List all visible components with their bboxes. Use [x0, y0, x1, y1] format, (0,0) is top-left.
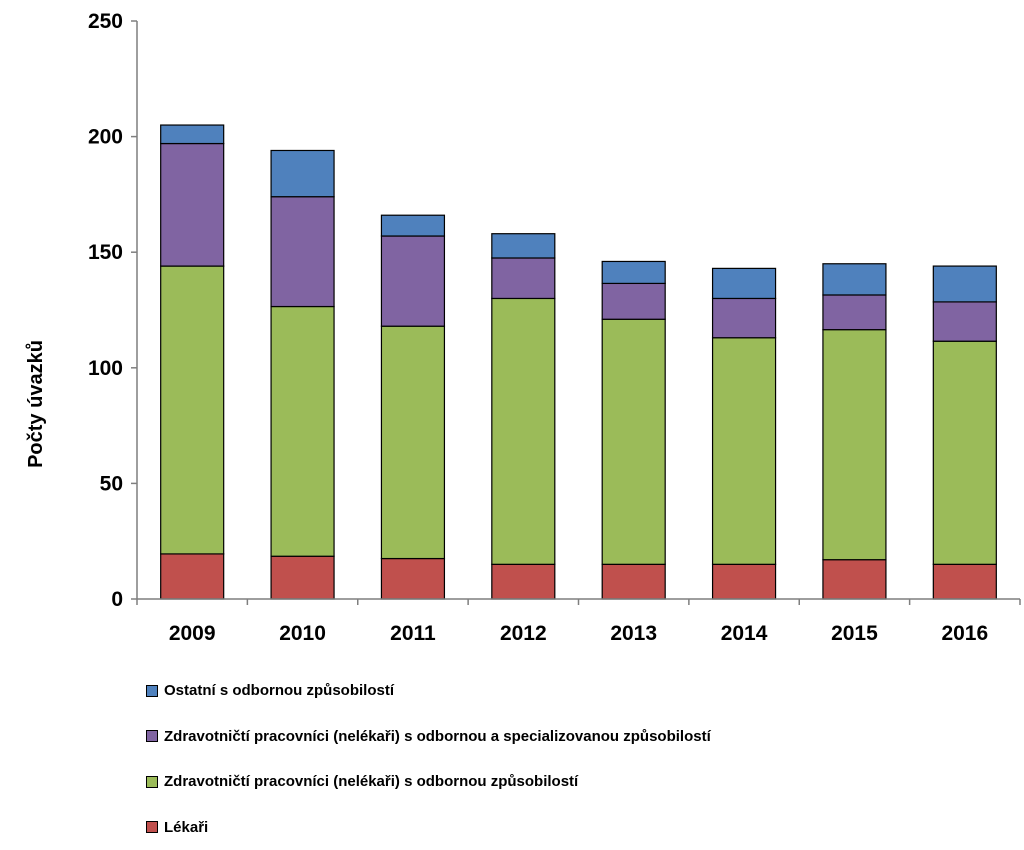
bar-segment-2009-series-2 [161, 144, 224, 267]
bar-segment-2016-series-1 [933, 341, 996, 564]
bar-segment-2015-series-1 [823, 330, 886, 560]
bar-segment-2012-series-0 [492, 564, 555, 599]
bar-segment-2015-series-3 [823, 264, 886, 295]
legend-swatch [146, 821, 158, 833]
bar-segment-2016-series-2 [933, 302, 996, 341]
x-tick-label: 2015 [831, 622, 878, 645]
bar-segment-2013-series-3 [602, 261, 665, 283]
legend-label: Zdravotničtí pracovníci (nelékaři) s odb… [164, 773, 578, 790]
y-tick-label: 250 [88, 10, 123, 33]
x-tick-label: 2013 [610, 622, 657, 645]
y-tick-label: 200 [88, 126, 123, 149]
x-tick-label: 2011 [390, 622, 436, 645]
legend-item: Zdravotničtí pracovníci (nelékaři) s odb… [146, 759, 711, 805]
legend-item: Lékaři [146, 805, 711, 850]
bar-segment-2014-series-1 [713, 338, 776, 565]
bar-segment-2010-series-0 [271, 556, 334, 599]
legend-label: Zdravotničtí pracovníci (nelékaři) s odb… [164, 728, 711, 745]
bar-segment-2016-series-3 [933, 266, 996, 302]
bars-group [161, 125, 997, 599]
legend-label: Ostatní s odbornou způsobilostí [164, 682, 394, 699]
bar-segment-2011-series-0 [381, 559, 444, 599]
bar-segment-2010-series-3 [271, 150, 334, 196]
bar-segment-2009-series-0 [161, 554, 224, 599]
bar-segment-2009-series-3 [161, 125, 224, 143]
legend-swatch [146, 776, 158, 788]
bar-segment-2012-series-3 [492, 234, 555, 258]
legend-item: Ostatní s odbornou způsobilostí [146, 668, 711, 714]
y-tick-label: 0 [111, 588, 123, 611]
bar-segment-2013-series-0 [602, 564, 665, 599]
bar-segment-2015-series-0 [823, 560, 886, 599]
y-tick-label: 100 [88, 357, 123, 380]
bar-segment-2010-series-1 [271, 307, 334, 557]
x-tick-label: 2009 [169, 622, 216, 645]
bar-segment-2016-series-0 [933, 564, 996, 599]
bar-segment-2013-series-2 [602, 283, 665, 319]
bar-segment-2013-series-1 [602, 319, 665, 564]
y-axis-ticks: 0 50 100 150 200 250 [88, 10, 137, 611]
bar-segment-2012-series-1 [492, 298, 555, 564]
bar-segment-2011-series-1 [381, 326, 444, 558]
x-axis-ticks: 2009 2010 2011 2012 2013 2014 2015 2016 [137, 599, 1020, 645]
bar-segment-2014-series-3 [713, 268, 776, 298]
bar-segment-2011-series-3 [381, 215, 444, 236]
legend-label: Lékaři [164, 819, 208, 836]
bar-segment-2012-series-2 [492, 258, 555, 298]
legend: Ostatní s odbornou způsobilostí Zdravotni… [146, 668, 711, 850]
bar-segment-2010-series-2 [271, 197, 334, 307]
x-tick-label: 2014 [721, 622, 768, 645]
y-tick-label: 150 [88, 241, 123, 264]
x-tick-label: 2012 [500, 622, 547, 645]
bar-segment-2014-series-2 [713, 298, 776, 337]
x-tick-label: 2010 [279, 622, 326, 645]
legend-item: Zdravotničtí pracovníci (nelékaři) s odb… [146, 714, 711, 760]
x-tick-label: 2016 [941, 622, 988, 645]
y-axis-label: Počty úvazků [25, 340, 47, 468]
bar-segment-2015-series-2 [823, 295, 886, 330]
bar-segment-2011-series-2 [381, 236, 444, 326]
bar-segment-2009-series-1 [161, 266, 224, 554]
legend-swatch [146, 685, 158, 697]
bar-segment-2014-series-0 [713, 564, 776, 599]
legend-swatch [146, 730, 158, 742]
y-tick-label: 50 [100, 472, 123, 495]
